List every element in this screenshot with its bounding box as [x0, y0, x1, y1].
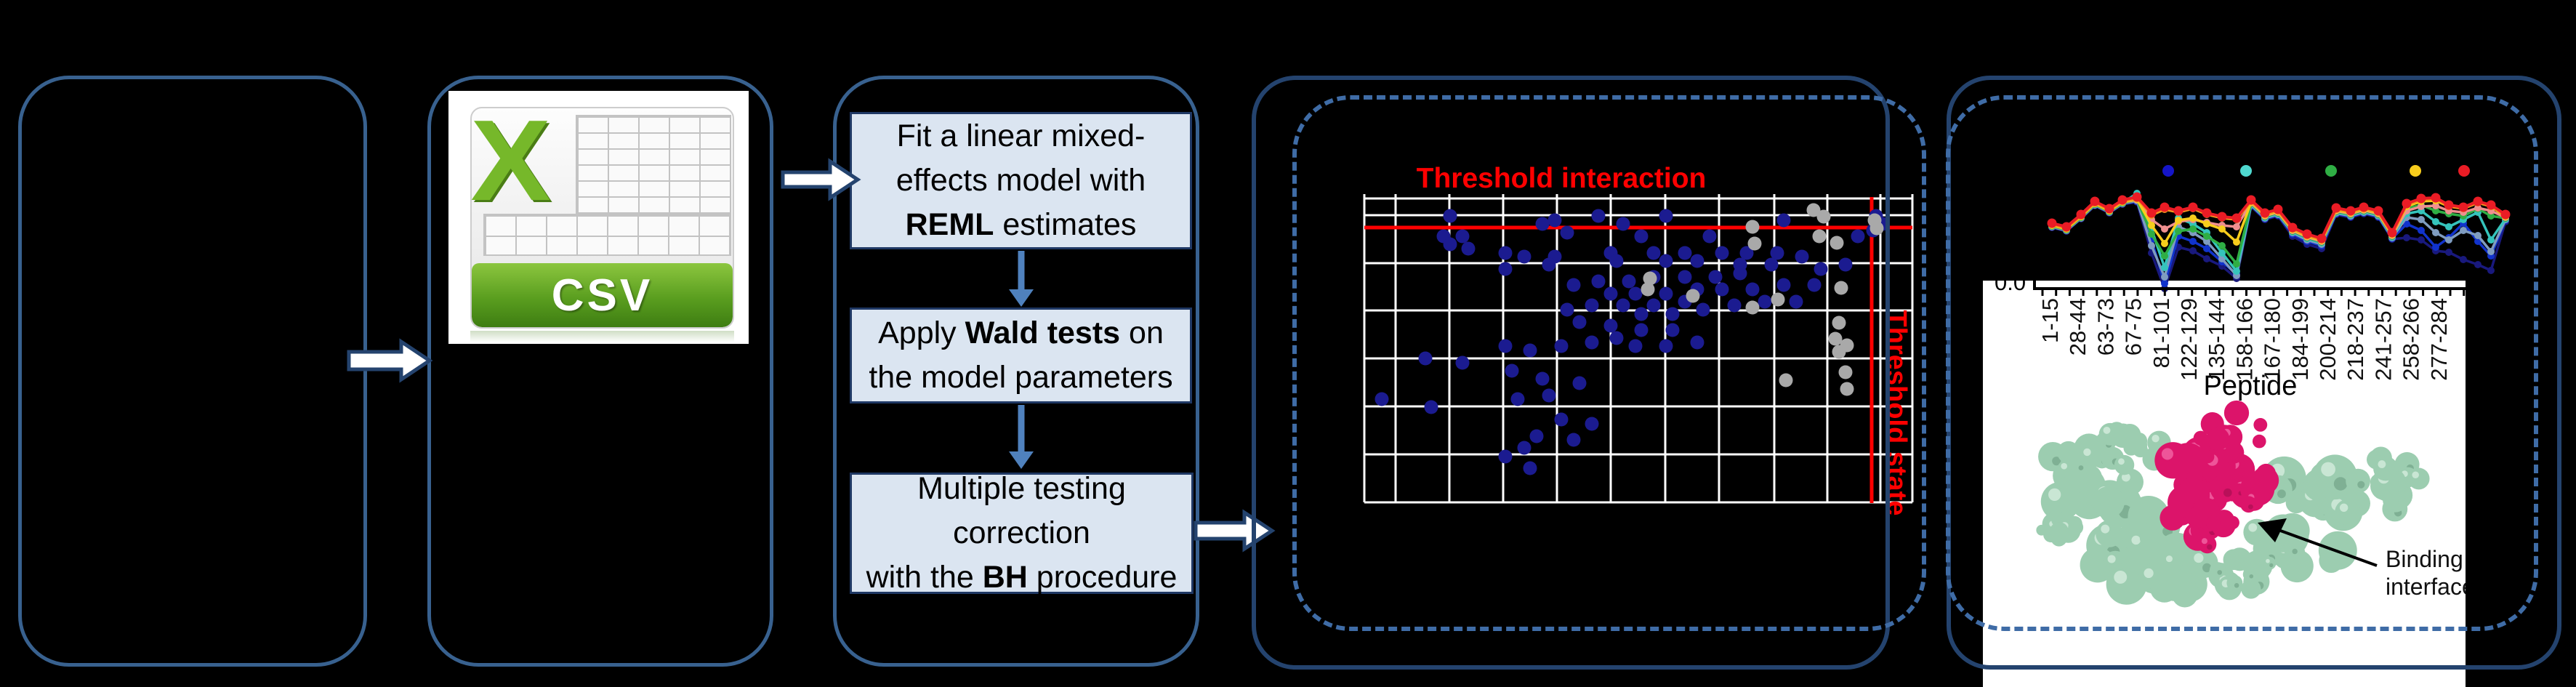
statistics-box	[833, 76, 1199, 667]
step-fit-lmm-label: Fit a linear mixed- effects model with R…	[895, 118, 1146, 243]
spreadsheet-grid-bottom	[483, 214, 731, 256]
step-fit-lmm: Fit a linear mixed- effects model with R…	[850, 112, 1192, 249]
spreadsheet-icon: X CSV	[470, 107, 734, 329]
interaction-results-dashed-frame	[1292, 95, 1926, 631]
step-wald-tests-label: Apply Wald tests on the model parameters	[869, 315, 1173, 395]
csv-banner-label: CSV	[551, 270, 653, 321]
csv-file-icon: X CSV	[448, 91, 749, 344]
step-wald-tests: Apply Wald tests on the model parameters	[850, 308, 1192, 403]
interaction-results-box	[1252, 76, 1890, 670]
spreadsheet-grid	[576, 115, 731, 214]
csv-banner: CSV	[472, 263, 733, 327]
icon-reflection	[470, 331, 734, 342]
excel-x-glyph: X	[470, 107, 551, 225]
input-box	[18, 76, 367, 667]
step-bh-correction-label: Multiple testing correction with the BH …	[866, 470, 1178, 595]
interpretation-dashed-frame	[1946, 95, 2538, 631]
step-bh-correction: Multiple testing correction with the BH …	[850, 471, 1194, 595]
